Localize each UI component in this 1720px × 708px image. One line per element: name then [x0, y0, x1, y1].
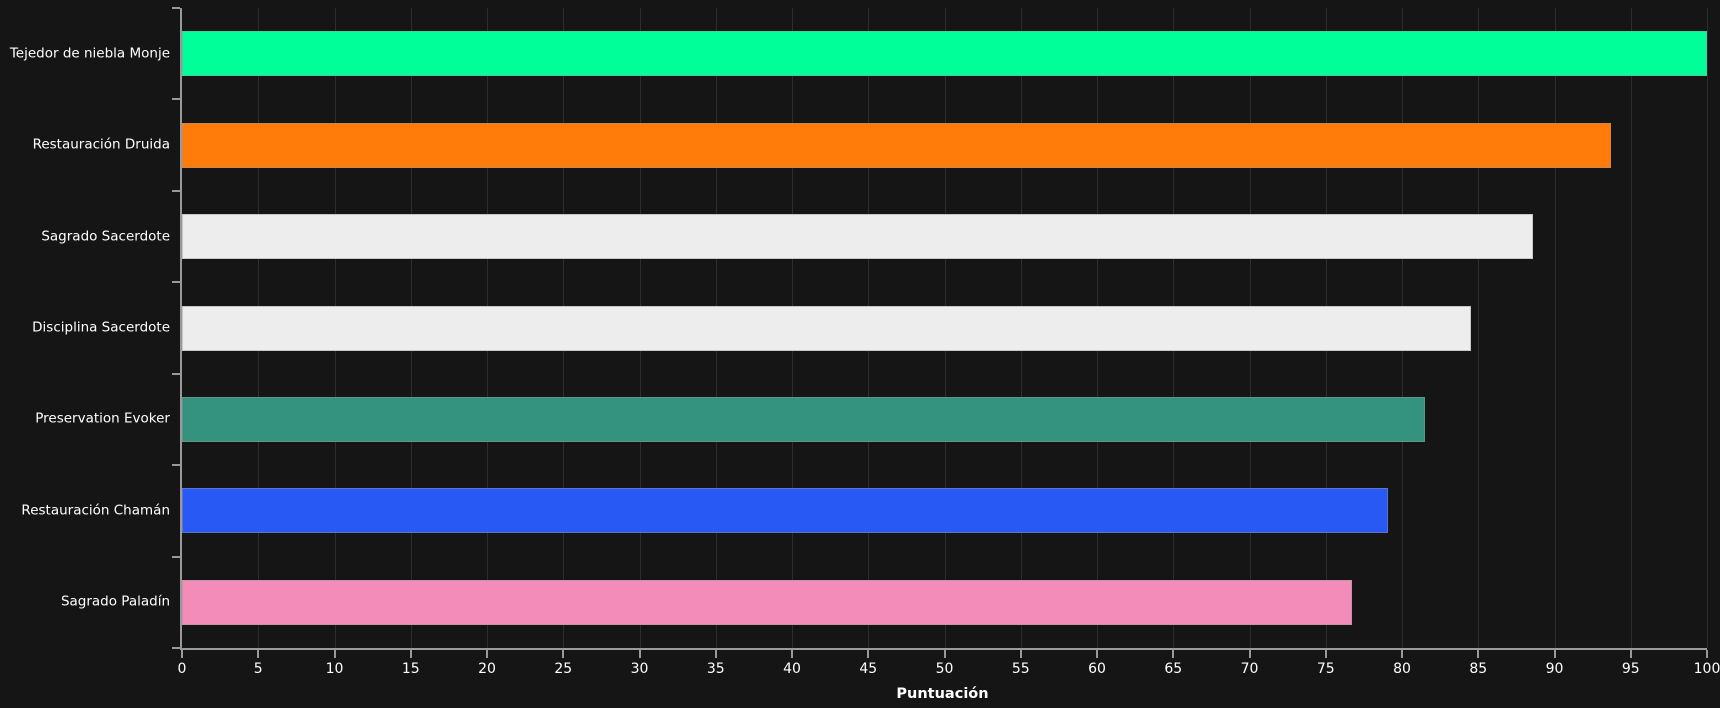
x-axis-tick	[1324, 650, 1327, 658]
gridline	[1630, 8, 1632, 648]
y-axis-label: Sagrado Paladín	[60, 593, 170, 610]
x-axis-tick	[1629, 650, 1632, 658]
x-tick-label: 20	[478, 661, 496, 677]
x-tick-label: 70	[1240, 661, 1259, 677]
y-axis-label: Sagrado Sacerdote	[41, 227, 170, 244]
y-axis-label: Preservation Evoker	[35, 410, 170, 427]
gridline	[1554, 8, 1556, 648]
x-tick-label: 90	[1545, 661, 1564, 677]
x-tick-label: 60	[1088, 661, 1106, 677]
x-tick-label: 45	[859, 661, 878, 677]
x-axis-tick	[333, 650, 336, 658]
gridline	[1478, 8, 1480, 648]
x-axis-tick	[1172, 650, 1175, 658]
x-tick-label: 80	[1393, 661, 1411, 677]
y-axis-label: Restauración Chamán	[21, 502, 170, 519]
x-axis-tick	[1401, 650, 1403, 658]
x-tick-label: 15	[401, 661, 420, 677]
y-axis-tick	[172, 7, 180, 9]
y-axis-tick	[172, 281, 180, 284]
y-axis-tick	[172, 98, 180, 101]
y-axis-label: Tejedor de niebla Monje	[9, 44, 170, 61]
x-axis-tick	[791, 650, 793, 658]
x-tick-label: 75	[1316, 661, 1335, 677]
x-tick-label: 0	[177, 661, 187, 677]
x-tick-label: 100	[1693, 661, 1720, 677]
bar	[182, 579, 1352, 625]
x-axis-tick	[486, 650, 488, 658]
x-axis-tick	[562, 650, 565, 658]
bar	[182, 305, 1471, 351]
x-tick-label: 55	[1011, 661, 1030, 677]
x-axis-tick	[1477, 650, 1480, 658]
y-axis-tick	[172, 647, 180, 649]
x-tick-label: 5	[253, 661, 263, 677]
x-axis-tick	[1096, 650, 1098, 658]
x-tick-label: 40	[783, 661, 801, 677]
x-tick-label: 35	[706, 661, 725, 677]
bar	[182, 396, 1425, 442]
y-axis-tick	[172, 555, 180, 558]
x-tick-label: 65	[1164, 661, 1183, 677]
x-tick-label: 50	[935, 661, 954, 677]
y-axis-tick	[172, 464, 180, 467]
x-axis-tick	[1553, 650, 1556, 658]
x-tick-label: 25	[554, 661, 573, 677]
x-tick-label: 95	[1621, 661, 1640, 677]
bar	[182, 31, 1707, 77]
y-axis-tick	[172, 372, 180, 375]
x-axis-tick	[181, 650, 183, 658]
x-axis-tick	[638, 650, 641, 658]
bar	[182, 122, 1611, 168]
x-axis-tick	[1019, 650, 1022, 658]
x-axis-tick	[867, 650, 870, 658]
bar	[182, 214, 1534, 260]
x-tick-label: 30	[630, 661, 649, 677]
x-axis-tick	[409, 650, 412, 658]
x-tick-label: 10	[325, 661, 344, 677]
gridline	[1707, 8, 1708, 648]
x-axis-tick	[943, 650, 946, 658]
y-axis-label: Disciplina Sacerdote	[32, 319, 170, 336]
plot-area	[172, 7, 1708, 650]
bar	[182, 488, 1389, 534]
y-axis-tick	[172, 189, 180, 192]
x-axis-tick	[714, 650, 717, 658]
x-axis-tick	[1706, 650, 1708, 658]
x-axis-title: Puntuación	[896, 686, 989, 702]
y-axis-labels: Tejedor de niebla Monje Restauración Drui…	[0, 8, 170, 648]
x-tick-label: 85	[1469, 661, 1488, 677]
x-axis-tick	[1248, 650, 1251, 658]
y-axis-label: Restauración Druida	[32, 136, 170, 153]
x-axis-tick	[257, 650, 260, 658]
